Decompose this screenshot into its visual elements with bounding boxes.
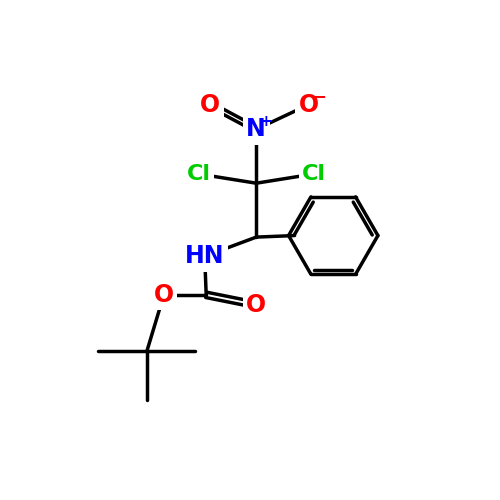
Text: +: + — [259, 114, 272, 129]
Text: HN: HN — [185, 244, 224, 268]
Text: −: − — [312, 87, 326, 105]
Text: Cl: Cl — [302, 164, 326, 184]
Text: O: O — [298, 92, 318, 116]
Text: Cl: Cl — [186, 164, 210, 184]
Text: N: N — [246, 118, 266, 142]
Text: O: O — [200, 92, 220, 116]
Text: O: O — [246, 293, 266, 317]
Text: O: O — [154, 283, 174, 307]
